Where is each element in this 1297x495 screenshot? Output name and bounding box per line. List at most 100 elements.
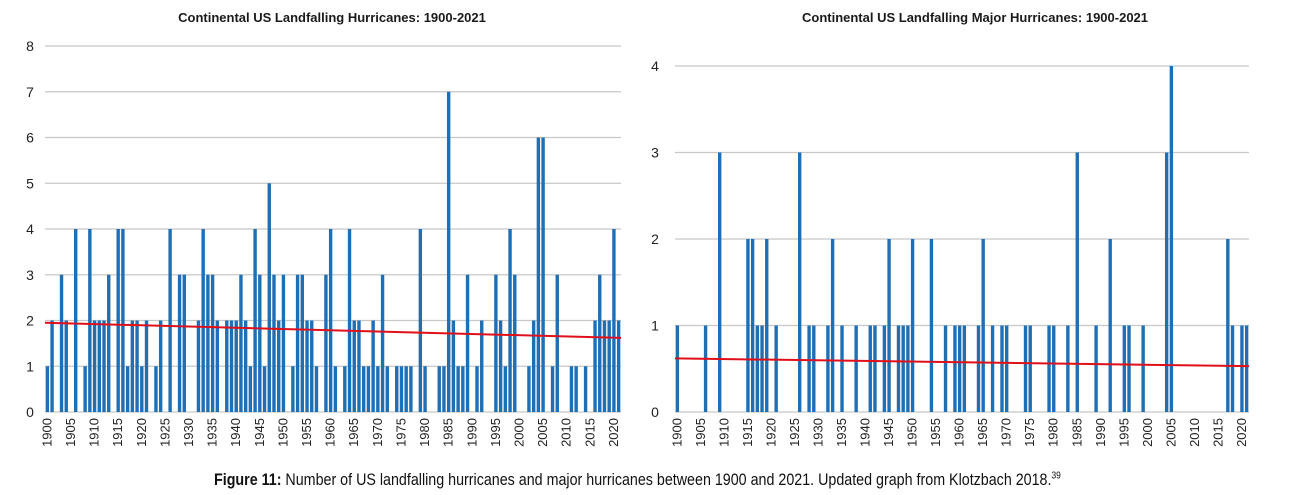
bar-1947 (896, 325, 901, 412)
x-tick-label: 1905 (63, 418, 78, 447)
y-tick-label: 7 (26, 84, 34, 100)
bar-1908 (83, 366, 87, 412)
x-tick-label: 1915 (740, 418, 755, 447)
bar-1961 (333, 366, 338, 412)
bar-1957 (314, 366, 319, 412)
bar-1959 (324, 274, 328, 412)
bar-2019 (607, 320, 611, 412)
bar-1966 (357, 320, 361, 412)
y-tick-label: 4 (26, 221, 34, 237)
y-tick-label: 4 (651, 58, 659, 74)
bar-1965 (352, 320, 356, 412)
x-tick-label: 2010 (559, 418, 574, 447)
bar-1983 (437, 366, 441, 412)
bar-1979 (418, 229, 423, 412)
y-tick-label: 3 (651, 145, 659, 161)
x-tick-label: 1940 (228, 418, 243, 447)
bar-1909 (88, 229, 92, 412)
x-tick-label: 1915 (110, 418, 125, 447)
caption-reference: 39 (1051, 470, 1061, 482)
x-tick-label: 1965 (346, 418, 361, 447)
bar-1972 (385, 366, 389, 412)
x-tick-label: 1990 (464, 418, 479, 447)
bar-1988 (461, 366, 465, 412)
hurricanes-chart: Continental US Landfalling Hurricanes: 1… (0, 0, 640, 470)
bar-1921 (144, 320, 149, 412)
trend-line (674, 357, 1250, 368)
bar-1948 (272, 274, 276, 412)
bar-1906 (703, 325, 708, 412)
x-tick-label: 1905 (693, 418, 708, 447)
x-tick-label: 1985 (441, 418, 456, 447)
x-tick-label: 2020 (1234, 418, 1249, 447)
bar-1954 (300, 274, 305, 412)
hurricanes-chart-svg: Continental US Landfalling Hurricanes: 1… (26, 10, 622, 447)
bar-1924 (158, 320, 163, 412)
bar-1941 (239, 274, 243, 412)
bar-1918 (130, 320, 135, 412)
bar-1961 (962, 325, 967, 412)
bar-1977 (409, 366, 413, 412)
x-tick-label: 2000 (511, 418, 526, 447)
bar-1979 (1047, 325, 1051, 412)
bar-1967 (361, 366, 366, 412)
y-tick-label: 1 (651, 318, 659, 334)
x-tick-label: 1910 (87, 418, 102, 447)
bar-2011 (569, 366, 574, 412)
bar-1996 (1127, 325, 1131, 412)
bar-1910 (92, 320, 97, 412)
bar-1935 (840, 325, 844, 412)
bar-1942 (243, 320, 248, 412)
y-tick-label: 2 (651, 231, 659, 247)
bar-2017 (1226, 239, 1230, 412)
bar-1974 (395, 366, 399, 412)
bar-2004 (536, 137, 541, 412)
bar-1975 (399, 366, 404, 412)
bar-1974 (1023, 325, 1028, 412)
x-tick-label: 2020 (606, 418, 621, 447)
bar-1955 (305, 320, 309, 412)
bar-1984 (442, 366, 446, 412)
x-tick-label: 1970 (999, 418, 1014, 447)
bar-2007 (550, 366, 555, 412)
bar-2018 (1230, 325, 1235, 412)
bar-2003 (531, 320, 536, 412)
bar-2008 (555, 274, 559, 412)
y-tick-label: 2 (26, 313, 34, 329)
bar-1960 (957, 325, 962, 412)
y-tick-label: 8 (26, 38, 34, 54)
bar-1965 (981, 239, 985, 412)
x-tick-label: 1900 (669, 418, 684, 447)
x-tick-label: 1955 (299, 418, 314, 447)
bar-1999 (1141, 325, 1145, 412)
caption-label: Figure 11: (214, 470, 282, 489)
bar-1968 (366, 366, 371, 412)
bar-1985 (1075, 152, 1079, 412)
x-tick-label: 2015 (582, 418, 597, 447)
bar-1947 (267, 183, 271, 412)
bar-1986 (451, 320, 456, 412)
bar-1999 (513, 274, 517, 412)
x-tick-label: 1955 (928, 418, 943, 447)
bar-1917 (125, 366, 130, 412)
bar-2021 (616, 320, 621, 412)
x-tick-label: 1925 (787, 418, 802, 447)
x-tick-label: 2010 (1187, 418, 1202, 447)
bar-1919 (135, 320, 139, 412)
bar-2016 (593, 320, 597, 412)
bar-2018 (602, 320, 607, 412)
bar-1903 (59, 274, 64, 412)
y-tick-label: 3 (26, 267, 34, 283)
y-tick-label: 6 (26, 130, 34, 146)
major-hurricanes-chart-svg: Continental US Landfalling Major Hurrica… (651, 10, 1250, 447)
bar-1945 (887, 239, 891, 412)
bar-1970 (376, 366, 380, 412)
bar-1953 (295, 274, 300, 412)
x-tick-label: 1930 (811, 418, 826, 447)
x-tick-label: 1920 (134, 418, 149, 447)
y-tick-label: 0 (26, 404, 34, 420)
bar-1950 (910, 239, 915, 412)
bar-1923 (154, 366, 158, 412)
bar-1942 (873, 325, 877, 412)
bar-1995 (1122, 325, 1127, 412)
